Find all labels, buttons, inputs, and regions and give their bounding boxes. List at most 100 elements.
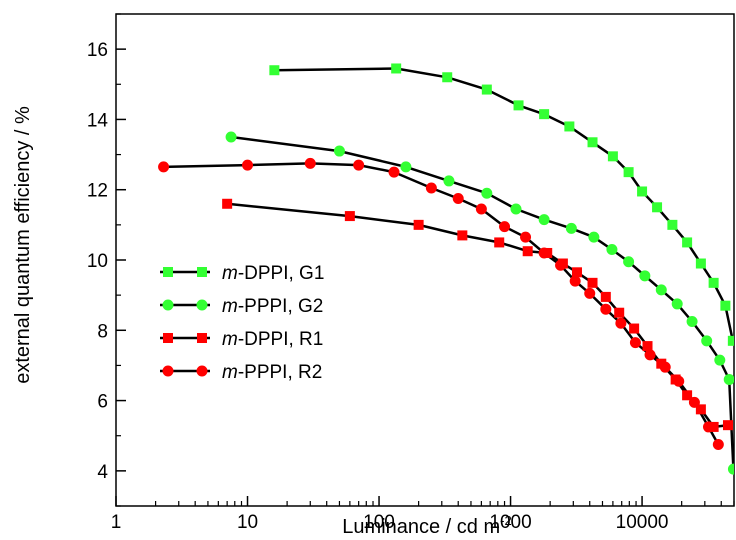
series-4-point: [304, 157, 316, 169]
legend-label: m-DPPI, R1: [222, 329, 323, 350]
legend-label: m-PPPI, G2: [222, 296, 323, 317]
series-2-point: [481, 187, 493, 199]
series-4-point: [242, 159, 254, 171]
series-4-point: [644, 349, 656, 361]
series-3-point: [587, 277, 598, 288]
series-1-point: [513, 100, 524, 111]
series-3-point: [344, 211, 355, 222]
series-2-point: [538, 214, 550, 226]
series-3-point: [642, 341, 653, 352]
x-axis-title: Luminance / cd m-2: [342, 513, 511, 538]
series-3-point: [413, 219, 424, 230]
series-2-point: [701, 335, 713, 347]
legend-label-italic: m: [222, 263, 238, 284]
series-3-point: [494, 237, 505, 248]
legend-marker: [197, 267, 207, 277]
series-3-point: [695, 404, 706, 415]
series-1-point: [481, 84, 492, 95]
axis-ticks: 1 10 100 1000 10000 4 6 8 10 12 14 16: [87, 13, 735, 533]
series-1-point: [442, 72, 453, 83]
series-2-point: [655, 284, 667, 296]
y-tick-label: 10: [87, 251, 108, 272]
series-4-point: [703, 421, 715, 433]
y-tick-label: 4: [97, 462, 108, 483]
legend-label-italic: m: [222, 329, 238, 350]
series-2-point: [225, 131, 237, 143]
series-4-point: [673, 375, 685, 387]
legend-marker: [196, 299, 208, 311]
series-1-point: [667, 219, 678, 230]
series-line-1: [274, 67, 734, 342]
series-4-point: [615, 317, 627, 329]
legend: m-DPPI, G1m-PPPI, G2m-DPPI, R1m-PPPI, R2: [160, 263, 324, 383]
y-tick-label: 12: [87, 181, 108, 202]
series-3-point: [722, 420, 733, 431]
series-3-point: [222, 198, 233, 209]
series-3-point: [457, 230, 468, 241]
series-2-point: [686, 316, 698, 327]
series-4-point: [475, 203, 487, 215]
legend-label-rest: -DPPI, R1: [238, 329, 324, 350]
legend-label: m-PPPI, R2: [222, 362, 322, 383]
series-3-point: [682, 390, 693, 401]
series-1-point: [564, 121, 575, 132]
series-2-point: [671, 298, 683, 310]
series-2-point: [565, 222, 577, 234]
x-axis-title-superscript: -2: [500, 513, 512, 528]
plot-frame: [115, 13, 735, 507]
x-tick-label: 10000: [616, 512, 669, 533]
series-3-point: [522, 246, 533, 257]
series-4-point: [659, 361, 671, 373]
series-4-point: [520, 231, 532, 243]
legend-label-rest: -PPPI, G2: [238, 296, 324, 317]
legend-label-rest: -DPPI, G1: [238, 263, 325, 284]
plot-border: [115, 13, 735, 507]
series-4-point: [158, 161, 170, 173]
series-2-point: [443, 175, 455, 187]
series-4-point: [600, 303, 612, 315]
series-4-point: [584, 287, 596, 299]
series-2-point: [623, 256, 635, 268]
series-3-point: [629, 323, 640, 334]
x-axis-title-text: Luminance / cd m: [342, 516, 500, 538]
series-3-point: [600, 291, 611, 302]
series-2-point: [727, 463, 734, 475]
series-2-point: [333, 145, 345, 157]
series-2-point: [606, 243, 618, 255]
legend-marker: [162, 299, 174, 311]
series-4-point: [425, 182, 437, 194]
series-1-point: [587, 137, 598, 148]
legend-marker: [163, 333, 173, 343]
series-1-point: [720, 300, 731, 311]
series-1-point: [623, 167, 634, 178]
y-tick-label: 16: [87, 40, 108, 61]
series-4-point: [452, 193, 464, 204]
series-2-point: [588, 231, 600, 243]
y-tick-label: 14: [87, 110, 109, 131]
series-4-point: [569, 275, 581, 287]
y-tick-label: 8: [97, 321, 108, 342]
series-4-point: [353, 159, 365, 171]
x-tick-label: 100: [363, 512, 395, 533]
legend-marker: [197, 333, 207, 343]
series-4-point: [629, 337, 641, 349]
series-1-point: [637, 186, 648, 197]
series-1-point: [695, 258, 706, 269]
series-3-point: [614, 307, 625, 318]
series-2-point: [714, 354, 726, 366]
series-2-point: [400, 161, 412, 173]
legend-label-rest: -PPPI, R2: [238, 362, 322, 383]
series-2-point: [723, 373, 734, 385]
series-4-point: [388, 166, 400, 178]
series-1-point: [539, 109, 550, 120]
series-1-point: [269, 65, 280, 76]
series-4-point: [688, 396, 700, 408]
series-1-point: [682, 237, 693, 248]
legend-marker: [162, 365, 174, 377]
legend-label-italic: m: [222, 296, 238, 317]
series-1-point: [727, 335, 734, 346]
series-3-point: [571, 267, 582, 278]
x-tick-label: 1: [111, 512, 122, 533]
